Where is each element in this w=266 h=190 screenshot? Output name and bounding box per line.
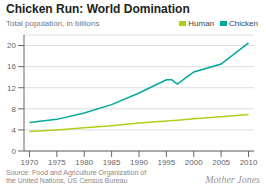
svg-text:1985: 1985 (103, 158, 121, 167)
html-text:Source: Food and Agriculture O: Source: Food and Agriculture Organizatio… (6, 169, 147, 184)
svg-text:1975: 1975 (48, 158, 66, 167)
svg-text:1995: 1995 (157, 158, 175, 167)
svg-text:16: 16 (8, 62, 17, 71)
svg-text:1980: 1980 (75, 158, 93, 167)
html-text:Mother Jones: Mother Jones (205, 174, 260, 185)
svg-text:20: 20 (8, 41, 17, 50)
svg-text:12: 12 (8, 84, 17, 93)
svg-text:1990: 1990 (130, 158, 148, 167)
svg-text:0: 0 (12, 147, 17, 156)
svg-text:2000: 2000 (185, 158, 203, 167)
svg-text:8: 8 (12, 105, 17, 114)
svg-text:1970: 1970 (21, 158, 39, 167)
svg-text:2010: 2010 (240, 158, 258, 167)
html-text:Chicken Run: World Domination: Chicken Run: World Domination (6, 2, 190, 16)
svg-text:2005: 2005 (212, 158, 230, 167)
html-text:Chicken: Chicken (229, 18, 258, 28)
html-text:Human: Human (188, 18, 215, 28)
svg-text:4: 4 (12, 126, 17, 135)
html-text:Total population, in billions: Total population, in billions (6, 18, 100, 28)
